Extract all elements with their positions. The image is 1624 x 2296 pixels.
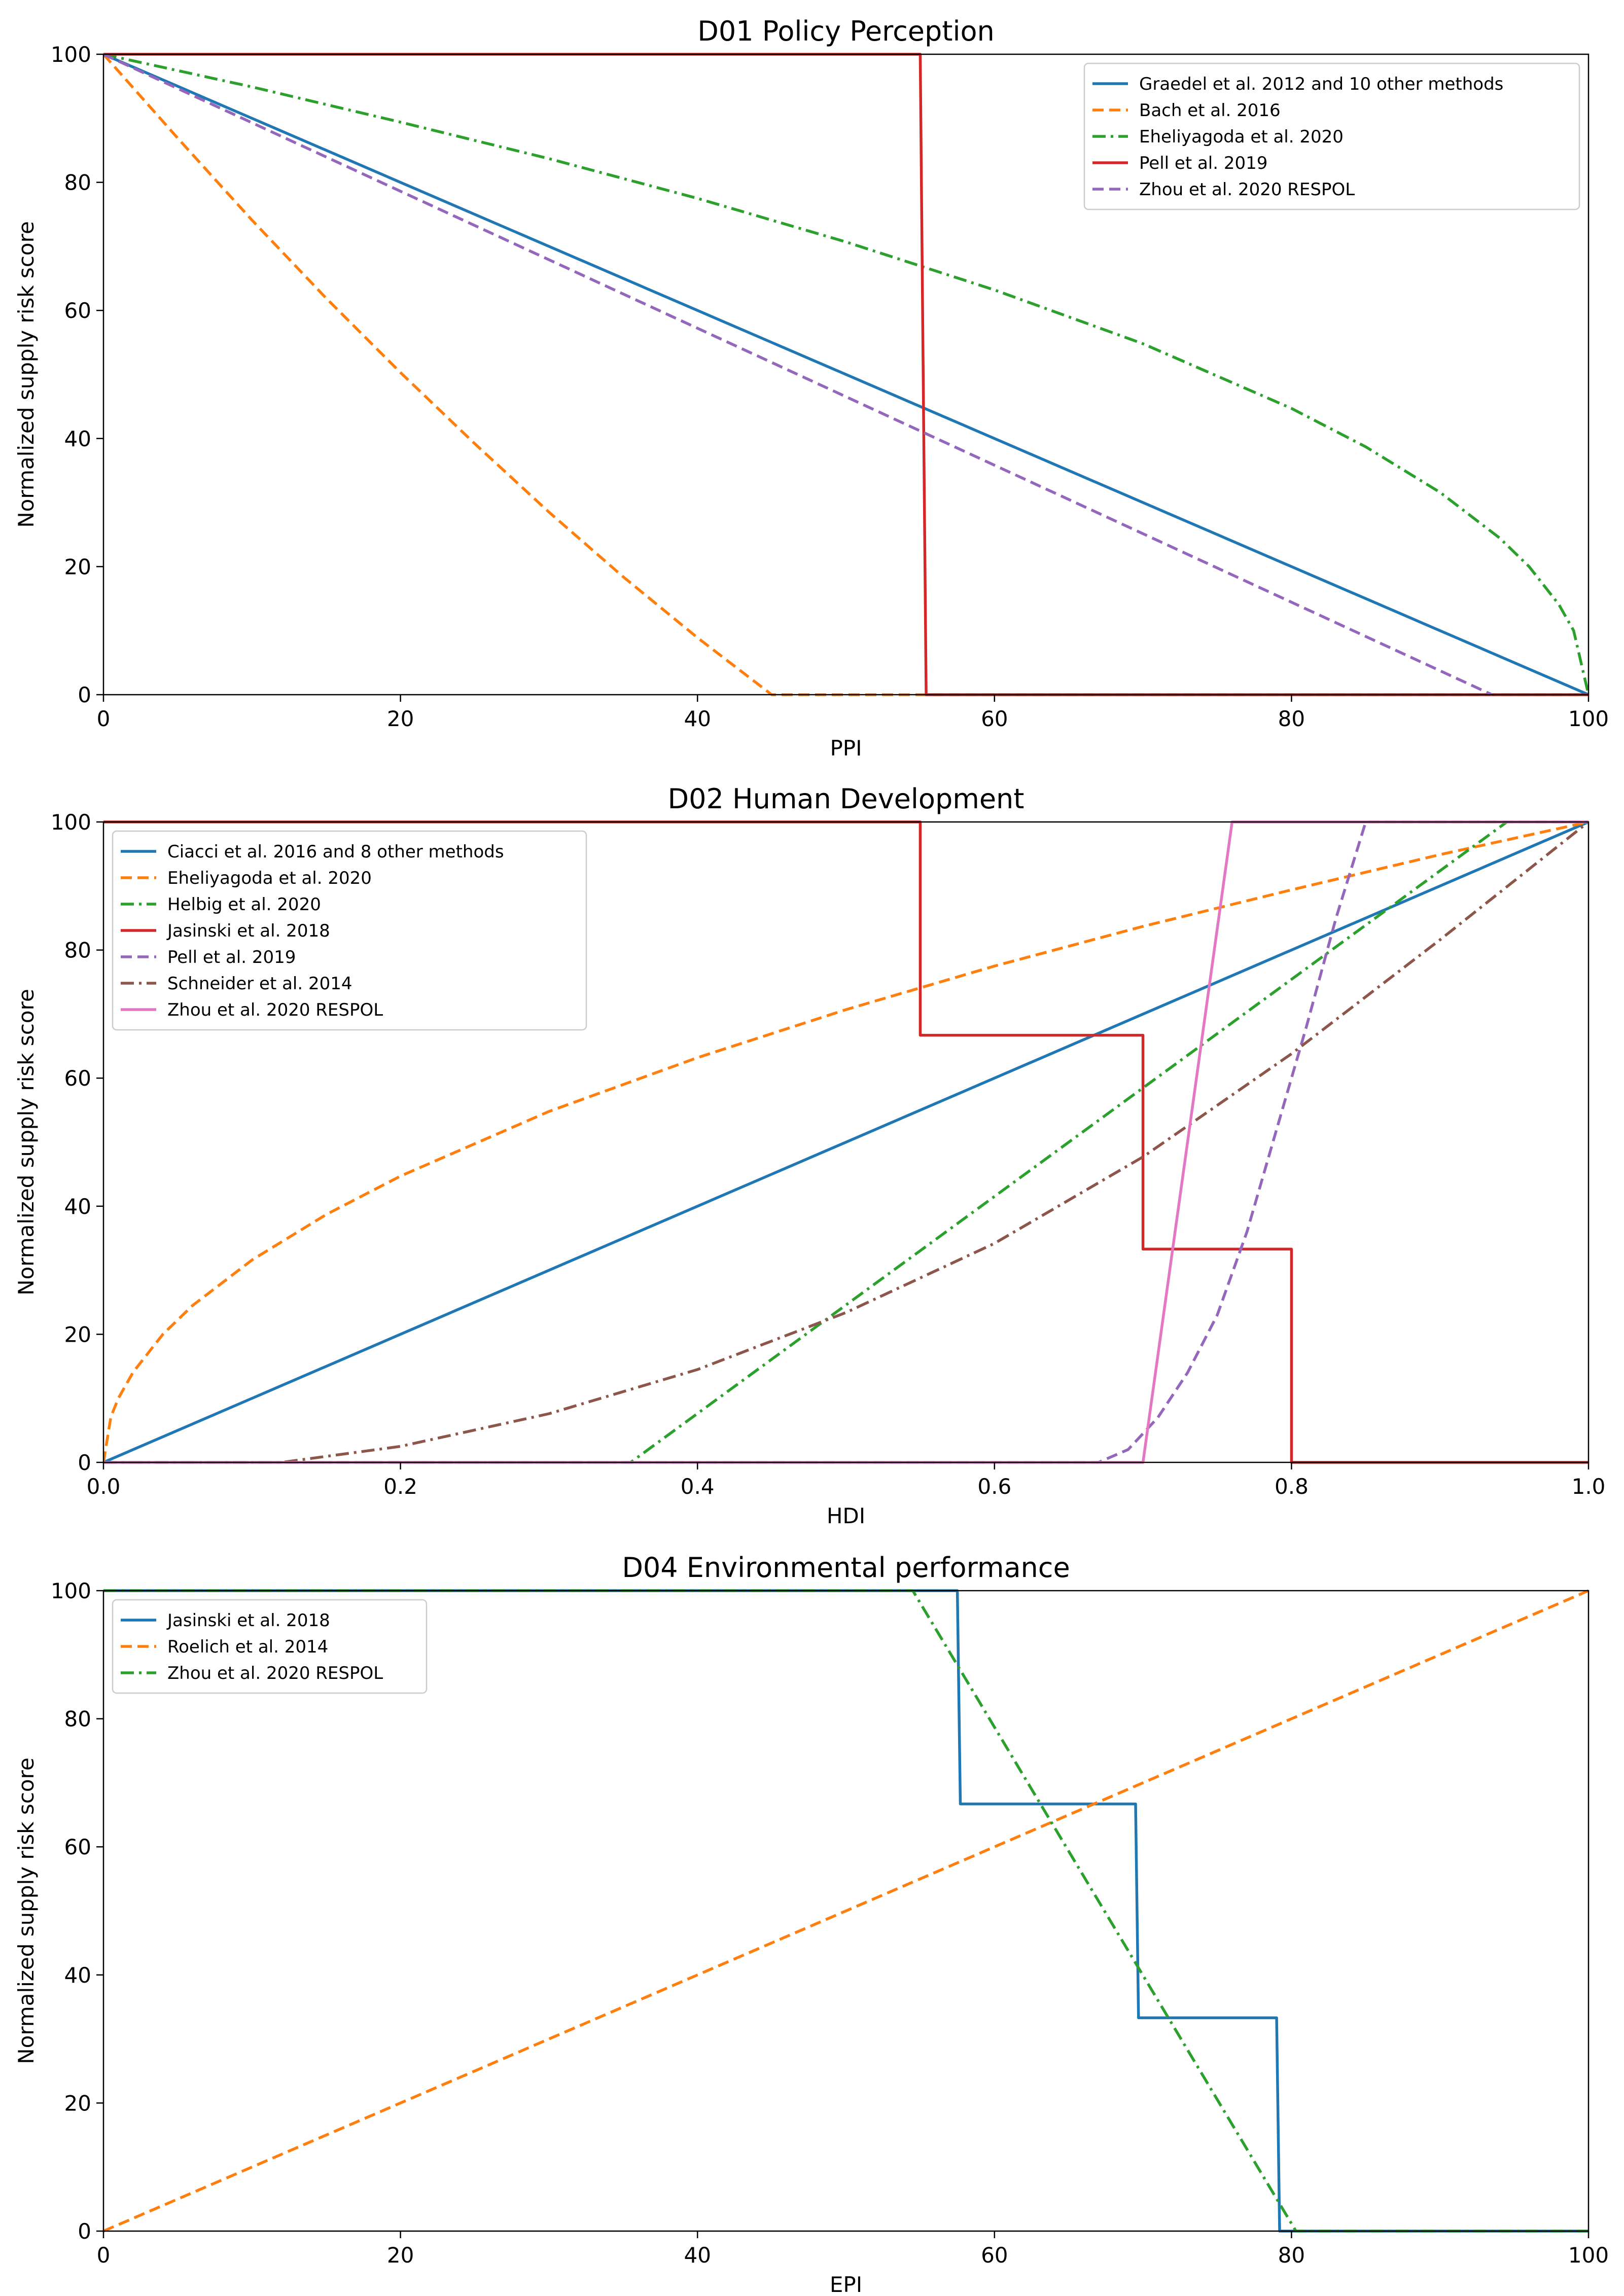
x-axis-label: HDI xyxy=(827,1503,865,1528)
legend-entry: Eheliyagoda et al. 2020 xyxy=(1139,127,1344,147)
y-tick-label: 80 xyxy=(64,1707,91,1732)
chart-panel-2: D02 Human Development 0.0 0.2 0.4 0.6 0.8 1.0 0… xyxy=(14,783,1605,1528)
plot-frame xyxy=(102,1590,1590,2232)
x-tick-label: 80 xyxy=(1278,2243,1305,2268)
x-tick-label: 0.0 xyxy=(87,1474,121,1499)
y-tick-label: 100 xyxy=(51,42,91,67)
y-tick-label: 60 xyxy=(64,1835,91,1859)
y-tick-label: 20 xyxy=(64,1322,91,1347)
series-line-2 xyxy=(103,1589,1588,2233)
x-tick-label: 100 xyxy=(1568,2243,1609,2268)
legend-entry: Helbig et al. 2020 xyxy=(167,894,321,915)
legend-entry: Schneider et al. 2014 xyxy=(167,974,352,994)
legend-entry: Eheliyagoda et al. 2020 xyxy=(167,868,372,888)
y-tick-label: 40 xyxy=(64,1963,91,1988)
x-tick-label: 100 xyxy=(1568,706,1609,731)
legend-entry: Jasinski et al. 2018 xyxy=(166,1610,330,1631)
legend-entry: Zhou et al. 2020 RESPOL xyxy=(1139,180,1355,200)
legend-entry: Pell et al. 2019 xyxy=(1139,153,1267,173)
y-tick-label: 60 xyxy=(64,298,91,323)
x-tick-label: 0.6 xyxy=(977,1474,1011,1499)
series-line-1 xyxy=(103,53,1588,696)
y-tick-label: 60 xyxy=(64,1066,91,1091)
x-tick-label: 80 xyxy=(1278,706,1305,731)
series-line-2 xyxy=(103,53,1588,696)
legend-box xyxy=(1083,62,1580,210)
y-tick-label: 0 xyxy=(78,2219,91,2244)
y-tick-label: 0 xyxy=(78,683,91,707)
x-axis-label: PPI xyxy=(830,736,862,761)
legend-entry: Jasinski et al. 2018 xyxy=(166,921,330,941)
x-tick-label: 40 xyxy=(684,2243,711,2268)
y-tick-label: 100 xyxy=(51,810,91,835)
y-tick-label: 80 xyxy=(64,938,91,963)
x-tick-label: 60 xyxy=(981,706,1008,731)
x-axis-label: EPI xyxy=(830,2272,862,2296)
chart-panel-3: D04 Environmental performance 0 20 40 60 80 10… xyxy=(14,1552,1609,2296)
series-line-3 xyxy=(103,53,1588,695)
x-tick-label: 0 xyxy=(97,706,111,731)
y-tick-label: 40 xyxy=(64,1194,91,1219)
y-axis-label: Normalized supply risk score xyxy=(14,989,39,1296)
series-line-5 xyxy=(103,53,1493,696)
x-tick-label: 1.0 xyxy=(1572,1474,1606,1499)
legend-entry: Zhou et al. 2020 RESPOL xyxy=(167,1000,383,1020)
legend-entry: Zhou et al. 2020 RESPOL xyxy=(167,1663,383,1683)
legend-box xyxy=(112,830,587,1031)
x-tick-label: 0.8 xyxy=(1275,1474,1309,1499)
chart-title: D02 Human Development xyxy=(668,783,1025,815)
legend-entry: Ciacci et al. 2016 and 8 other methods xyxy=(167,842,504,862)
x-tick-label: 60 xyxy=(981,2243,1008,2268)
chart-title: D01 Policy Perception xyxy=(697,15,994,47)
legend-entry: Bach et al. 2016 xyxy=(1139,100,1281,121)
legend: Ciacci et al. 2016 and 8 other methods Eh… xyxy=(112,830,587,1031)
legend: Graedel et al. 2012 and 10 other methods… xyxy=(1083,62,1580,210)
chart-panel-1: D01 Policy Perception 0 20 40 60 80 100 0 20 40 60… xyxy=(14,15,1609,761)
y-tick-label: 80 xyxy=(64,170,91,195)
y-axis-label: Normalized supply risk score xyxy=(14,1757,39,2064)
series-line-5 xyxy=(103,820,1588,1464)
x-tick-label: 0.2 xyxy=(383,1474,417,1499)
y-tick-label: 20 xyxy=(64,2091,91,2115)
legend-entry: Graedel et al. 2012 and 10 other methods xyxy=(1139,74,1503,94)
legend-entry: Pell et al. 2019 xyxy=(167,947,296,967)
y-tick-label: 100 xyxy=(51,1579,91,1603)
series-line-2 xyxy=(103,820,1588,1463)
series-line-4 xyxy=(103,820,1588,1464)
y-tick-label: 40 xyxy=(64,426,91,451)
x-tick-label: 20 xyxy=(387,706,414,731)
y-tick-label: 0 xyxy=(78,1450,91,1475)
legend: Jasinski et al. 2018 Roelich et al. 2014 Z… xyxy=(112,1599,428,1694)
plot-frame xyxy=(102,821,1590,1463)
x-tick-label: 40 xyxy=(684,706,711,731)
plot-frame xyxy=(102,53,1590,696)
x-tick-label: 0 xyxy=(97,2243,111,2268)
series-line-1 xyxy=(103,1589,1588,2233)
x-tick-label: 20 xyxy=(387,2243,414,2268)
chart-title: D04 Environmental performance xyxy=(622,1552,1070,1584)
x-tick-label: 0.4 xyxy=(681,1474,715,1499)
y-tick-label: 20 xyxy=(64,554,91,579)
y-axis-label: Normalized supply risk score xyxy=(14,221,39,528)
legend-box xyxy=(112,1599,428,1694)
legend-entry: Roelich et al. 2014 xyxy=(167,1637,328,1657)
series-line-1 xyxy=(103,820,1588,1464)
